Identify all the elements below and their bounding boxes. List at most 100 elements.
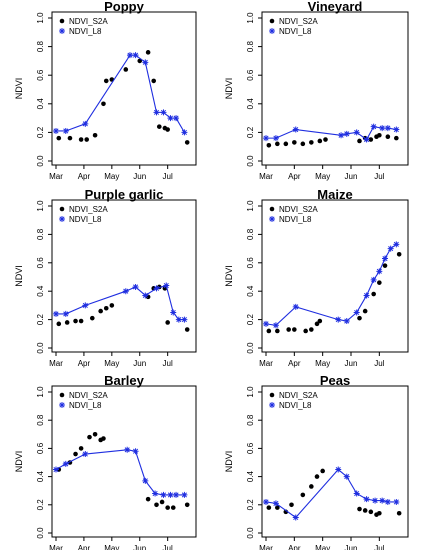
data-point [266, 328, 272, 334]
y-tick-label: 0.4 [246, 470, 255, 482]
x-tick-label: Jul [374, 172, 384, 181]
data-point [103, 78, 109, 84]
data-point [82, 120, 89, 127]
data-point [184, 327, 190, 332]
y-tick-label: 0.4 [36, 98, 45, 110]
data-point [170, 505, 176, 510]
data-point [62, 127, 69, 134]
panel-peas: Peas NDVI 0.0 0.2 0.4 0.6 0.8 1.0 Mar Apr May Jun Ju… [224, 373, 409, 550]
data-point [132, 283, 139, 290]
legend-marker [269, 392, 275, 398]
series-ndvi_s2a [266, 468, 402, 517]
data-point [343, 130, 350, 137]
y-tick-label: 0.0 [36, 527, 45, 539]
y-axis-label: NDVI [14, 451, 24, 473]
data-point [393, 241, 400, 248]
y-tick-label: 0.6 [246, 69, 255, 81]
data-point [132, 52, 139, 59]
data-point [371, 291, 376, 297]
data-point [181, 316, 188, 323]
y-tick-label: 0.6 [36, 442, 45, 454]
data-point [379, 125, 386, 132]
legend-label: NDVI_L8 [69, 27, 102, 36]
x-tick-label: Jun [345, 172, 358, 181]
data-point [73, 451, 78, 457]
data-point [292, 327, 297, 332]
y-axis-label: NDVI [14, 265, 24, 287]
data-point [89, 315, 95, 321]
legend-marker [59, 216, 65, 222]
y-tick-label: 0.4 [246, 98, 255, 110]
data-point [184, 140, 190, 145]
y-tick-label: 1.0 [246, 200, 255, 212]
data-point [368, 509, 374, 515]
y-tick-label: 1.0 [36, 12, 45, 24]
legend-label: NDVI_L8 [279, 215, 312, 224]
data-point [64, 320, 70, 325]
series-line [265, 243, 397, 326]
y-tick-label: 0.8 [36, 414, 45, 426]
data-point [78, 318, 84, 324]
data-point [165, 127, 170, 132]
legend-marker [269, 18, 275, 24]
x-tick-label: Jun [133, 544, 146, 550]
y-tick-label: 0.8 [246, 414, 255, 426]
data-point [175, 316, 182, 323]
legend-label: NDVI_S2A [279, 17, 318, 26]
legend-marker [269, 28, 275, 34]
series-ndvi_l8 [263, 123, 400, 143]
y-axis-label: NDVI [224, 451, 234, 473]
data-point [62, 460, 69, 467]
data-point [124, 446, 131, 453]
data-point [184, 502, 190, 508]
data-point [56, 321, 62, 327]
x-tick-label: Apr [288, 359, 301, 368]
data-point [303, 328, 308, 334]
data-point [152, 490, 159, 497]
data-point [167, 115, 174, 122]
data-point [368, 137, 374, 142]
legend-label: NDVI_L8 [279, 401, 312, 410]
data-point [357, 138, 362, 144]
x-tick-label: Jul [163, 359, 173, 368]
data-point [275, 141, 280, 147]
data-point [263, 320, 269, 327]
data-point [151, 78, 157, 84]
data-point [286, 327, 291, 332]
panel-vineyard: Vineyard NDVI 0.0 0.2 0.4 0.6 0.8 1.0 Mar Apr May J… [224, 0, 409, 181]
data-point [372, 497, 379, 504]
data-point [126, 52, 133, 59]
data-point [300, 492, 306, 498]
plot-frame [261, 385, 409, 538]
x-tick-label: Jun [133, 359, 146, 368]
y-tick-label: 0.2 [36, 499, 45, 511]
x-tick-label: Apr [78, 544, 91, 550]
data-point [382, 263, 388, 268]
x-tick-label: May [104, 544, 119, 550]
panel-title: Maize [317, 187, 352, 202]
data-point [300, 141, 306, 147]
data-point [377, 510, 382, 516]
x-tick-label: Apr [78, 172, 91, 181]
data-point [394, 135, 399, 141]
legend-marker [269, 206, 275, 212]
data-point [101, 436, 106, 441]
data-point [357, 315, 362, 321]
data-point [73, 318, 78, 324]
data-point [84, 137, 90, 142]
series-ndvi_s2a [266, 251, 402, 334]
data-point [53, 310, 59, 317]
y-tick-label: 0.0 [36, 342, 45, 354]
x-tick-label: Jul [163, 544, 173, 550]
data-point [317, 138, 323, 144]
data-point [142, 477, 149, 484]
data-point [181, 491, 188, 498]
panel-barley: Barley NDVI 0.0 0.2 0.4 0.6 0.8 1.0 Mar Apr May Jun… [14, 373, 197, 550]
data-point [309, 484, 314, 489]
plot-frame [51, 199, 197, 353]
data-point [181, 129, 188, 136]
data-point [173, 115, 180, 122]
y-tick-label: 0.2 [246, 499, 255, 511]
